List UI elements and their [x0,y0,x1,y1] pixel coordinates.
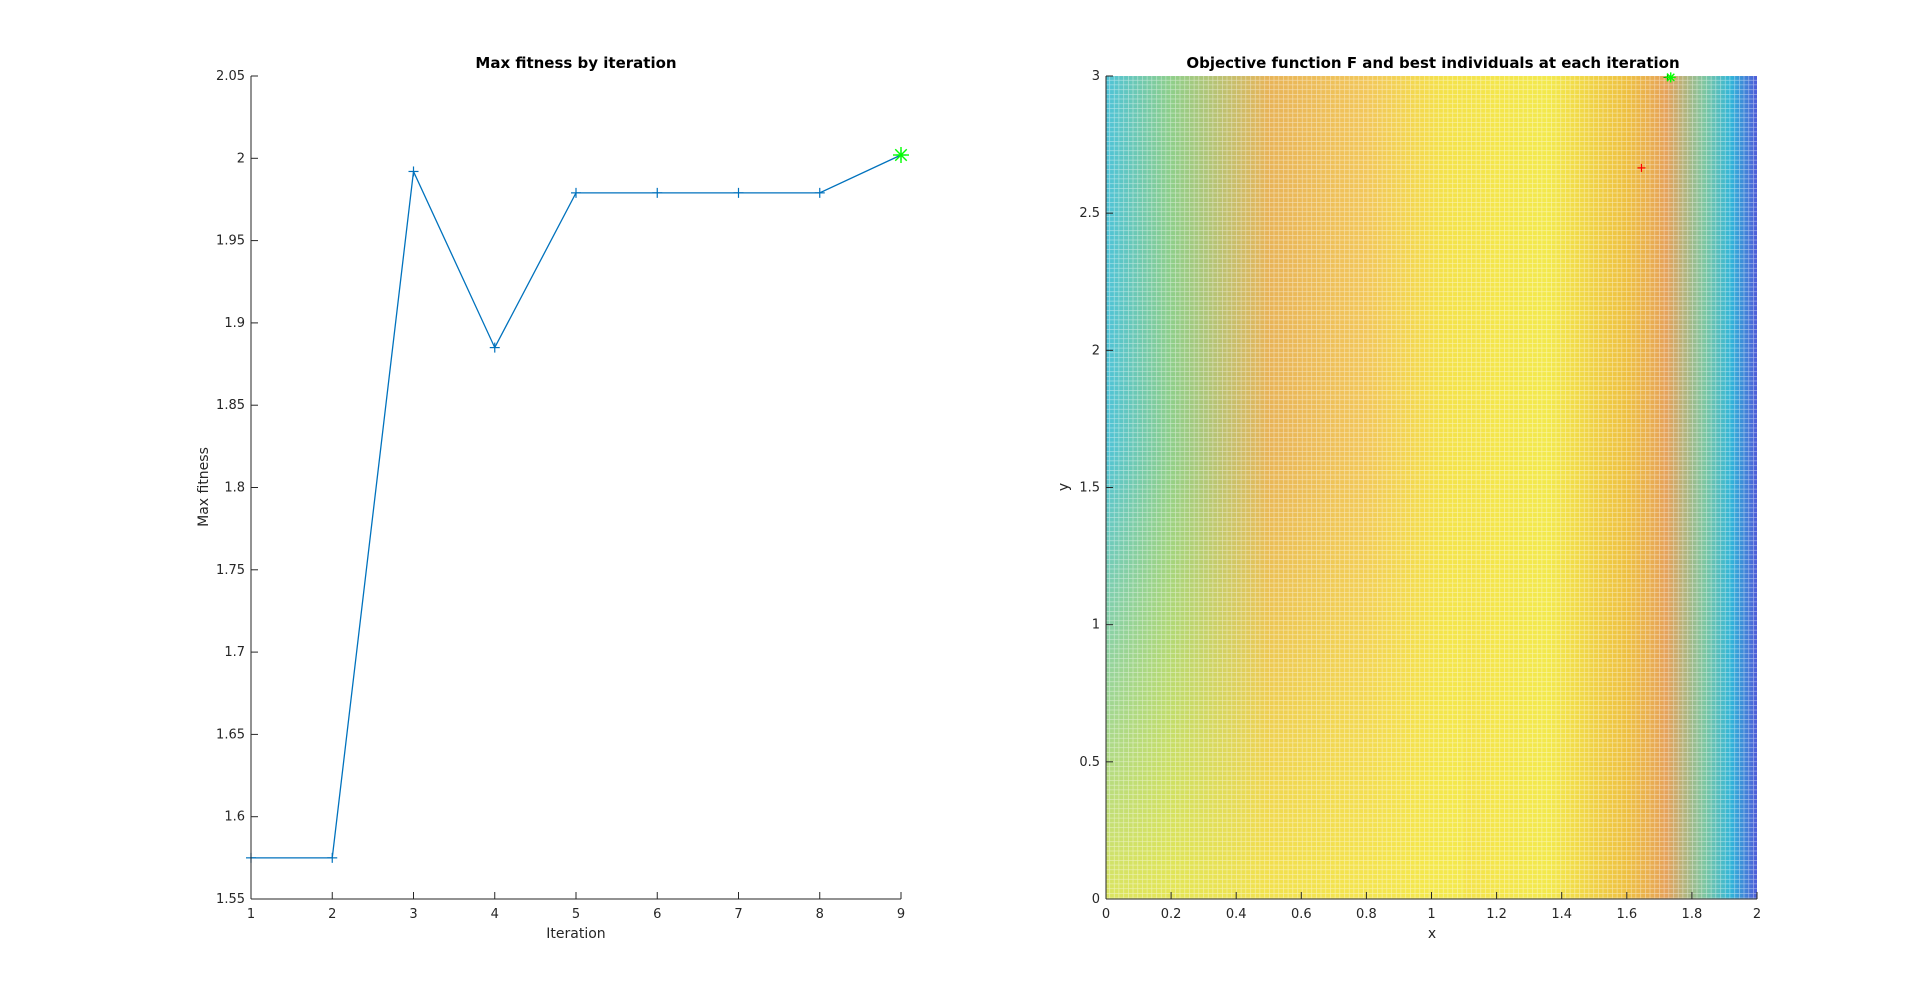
objective-mesh-chart: Objective function F and best individual… [1056,54,1761,942]
y-tick-label: 1 [1092,618,1100,633]
x-tick-label: 1 [247,907,255,922]
y-tick-label: 1.9 [224,316,245,331]
y-tick-label: 1.85 [216,398,245,413]
x-tick-label: 4 [491,907,499,922]
individual-marker [1637,163,1646,172]
y-axis-label: Max fitness [196,447,212,527]
x-axis-ticks: 0 0.2 0.4 0.6 0.8 1 1.2 1.4 1.6 1.8 2 [1102,892,1761,922]
x-axis-label: Iteration [546,926,605,942]
y-tick-label: 1.5 [1079,481,1100,496]
y-tick-label: 1.7 [224,645,245,660]
x-tick-label: 0.2 [1161,907,1182,922]
x-tick-label: 1.2 [1486,907,1507,922]
chart-title: Max fitness by iteration [475,54,676,72]
y-tick-label: 1.8 [224,481,245,496]
x-tick-label: 1 [1427,907,1435,922]
data-point-marker [814,187,825,198]
x-tick-label: 1.6 [1616,907,1637,922]
series-line [251,154,902,859]
y-tick-label: 0.5 [1079,755,1100,770]
y-axis-ticks: 1.55 1.6 1.65 1.7 1.75 1.8 1.85 1.9 1.95 2 2.05 [216,69,258,907]
x-tick-label: 7 [734,907,742,922]
fitness-line-chart: Max fitness by iteration 1.551.61.651.71… [196,54,909,942]
x-axis-label: x [1428,926,1436,942]
x-tick-label: 0.6 [1291,907,1312,922]
x-axis-ticks: 1 2 3 4 5 6 7 8 9 [247,892,905,922]
y-tick-label: 3 [1092,69,1100,84]
data-point-marker [489,342,500,353]
x-tick-label: 6 [653,907,661,922]
x-tick-label: 5 [572,907,580,922]
data-point-marker [327,852,338,863]
x-tick-label: 9 [897,907,905,922]
plot-area [246,147,909,863]
y-tick-label: 1.55 [216,892,245,907]
chart-title: Objective function F and best individual… [1186,54,1679,72]
x-tick-label: 2 [328,907,336,922]
x-tick-label: 0.4 [1226,907,1247,922]
x-tick-label: 8 [816,907,824,922]
data-point-marker [408,166,419,177]
y-tick-label: 1.75 [216,563,245,578]
y-tick-label: 0 [1092,892,1100,907]
y-tick-label: 1.95 [216,234,245,249]
data-point-marker [733,187,744,198]
y-tick-label: 1.65 [216,727,245,742]
x-tick-label: 1.4 [1551,907,1572,922]
data-point-marker [571,187,581,198]
x-tick-label: 0.8 [1356,907,1377,922]
mesh-surface [1106,76,1757,899]
x-tick-label: 0 [1102,907,1110,922]
x-tick-label: 2 [1753,907,1761,922]
x-tick-label: 3 [409,907,417,922]
best-individuals [1637,72,1676,172]
x-tick-label: 1.8 [1682,907,1703,922]
y-tick-label: 2.5 [1079,206,1100,221]
y-axis-label: y [1056,483,1072,491]
best-individual-marker [1665,72,1676,83]
data-point-marker [652,187,663,198]
y-tick-label: 1.6 [224,810,245,825]
y-axis-ticks: 0 0.5 1 1.5 2 2.5 3 [1079,69,1113,907]
y-tick-label: 2 [1092,343,1100,358]
y-tick-label: 2.05 [216,69,245,84]
best-point-marker [893,147,909,164]
y-tick-label: 2 [237,151,245,166]
